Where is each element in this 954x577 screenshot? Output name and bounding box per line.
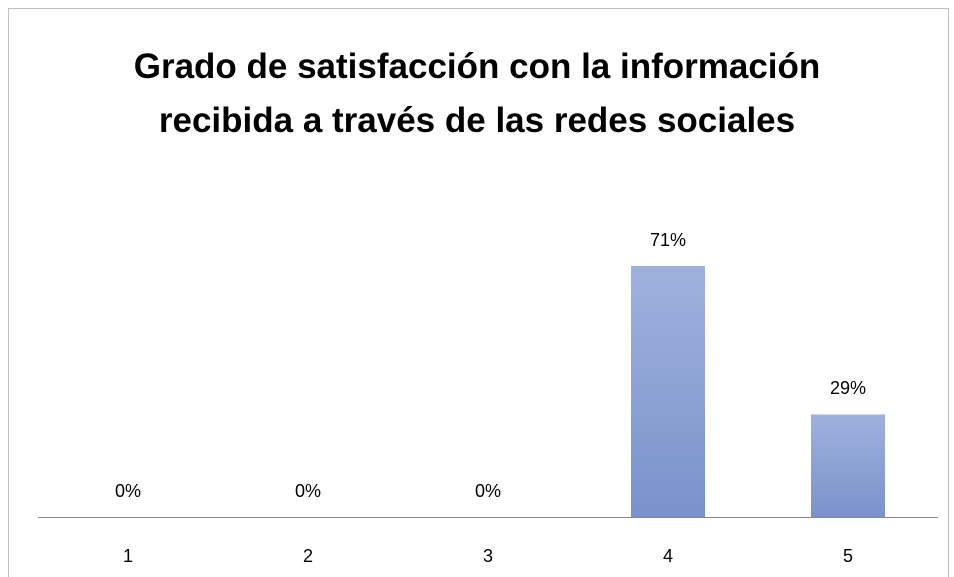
data-label: 0% bbox=[295, 481, 321, 501]
data-label: 71% bbox=[650, 230, 686, 250]
chart-border bbox=[8, 8, 949, 577]
data-label: 0% bbox=[115, 481, 141, 501]
bar bbox=[631, 266, 705, 517]
chart-title: Grado de satisfacción con la información… bbox=[133, 47, 821, 140]
x-tick-label: 5 bbox=[843, 546, 853, 566]
x-tick-label: 4 bbox=[663, 546, 673, 566]
x-tick-label: 3 bbox=[483, 546, 493, 566]
x-tick-label: 1 bbox=[123, 546, 133, 566]
data-label: 0% bbox=[475, 481, 501, 501]
bar bbox=[811, 414, 885, 517]
x-tick-label: 2 bbox=[303, 546, 313, 566]
data-label: 29% bbox=[830, 378, 866, 398]
